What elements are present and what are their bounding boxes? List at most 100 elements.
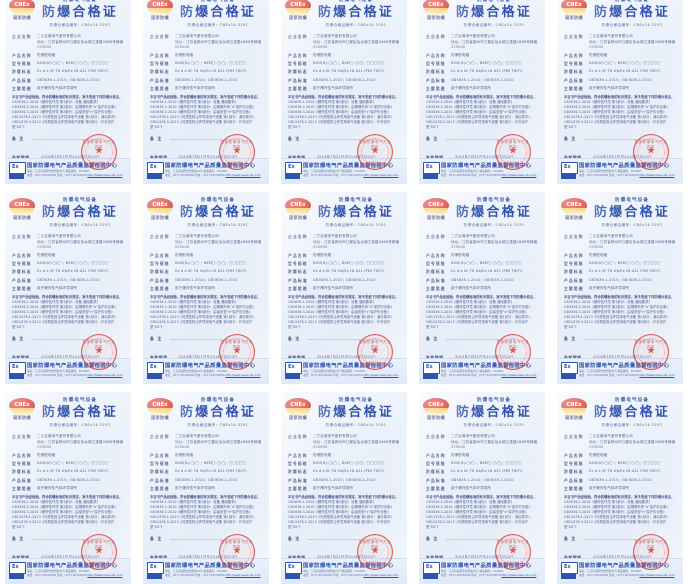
standard-line: GB12476.5-2013《可燃性粉尘环境用电气设备 第5部分：外壳保护型“t… [150,320,253,329]
cnex-logo-icon: CNEx 国家防爆 [561,397,587,423]
field-row: 防爆标志 Ex d e ⅡC T6 Gb/Ex tD A21 IP65 T80℃ [288,469,400,475]
remark-underline [170,338,240,340]
cnex-logo-icon: CNEx 国家防爆 [285,0,311,23]
standard-line: GB12476.1-2013《可燃性粉尘环境用电气设备 第1部分：通用要求》 [564,515,670,520]
remark-label: 备 注 [288,536,301,542]
certificate-header: CNEx 国家防爆 防爆电气设备 防爆合格证 防爆合格证编号：CNEx14.31… [419,192,545,232]
certificate-card[interactable]: CNEx 国家防爆 防爆电气设备 防爆合格证 防爆合格证编号：CNEx14.31… [143,392,269,584]
standard-line: GB3836.2-2010《爆炸性环境 第2部分：由隔爆外壳“d”保护的设备》 [12,505,118,510]
field-label: 防爆标志 [564,469,584,475]
field-row: 产品标准 GB3836.1-2010；GB3836.2-2010 [150,278,262,284]
cnex-logo-icon: CNEx 国家防爆 [561,0,587,23]
field-row: 防爆标志 Ex d e ⅡC T6 Gb/Ex tD A21 IP65 T80℃ [288,69,400,75]
standard-line: GB12476.1-2013《可燃性粉尘环境用电气设备 第1部分：通用要求》 [564,315,670,320]
field-row: 产品标准 GB3836.1-2010；GB3836.2-2010 [12,78,124,84]
field-row: 主要用途 用于爆炸性气体环境场所 [564,286,676,292]
field-value: 防爆配电箱 [589,452,608,457]
certificate-card[interactable]: CNEx 国家防爆 防爆电气设备 防爆合格证 防爆合格证编号：CNEx14.31… [143,192,269,384]
certificate-card[interactable]: CNEx 国家防爆 防爆电气设备 防爆合格证 防爆合格证编号：CNEx14.31… [419,0,545,184]
issuing-organization: 国家防爆电气产品质量监督检验中心 [579,163,670,169]
seal-star-icon: ★ [646,345,656,357]
field-label: 产品名称 [426,252,446,258]
seal-arc-top: 国家防爆电气产品质量 [220,539,254,549]
footer-contact: 电话：0377-63230000 传真：0377-63230056 http:/… [441,573,537,577]
footer-address: 地址：江苏省南阳市金碧路19号 邮政编码：473000 [441,170,504,173]
page-title: 防爆合格证 [317,405,394,420]
remark-row: 备 注 [557,130,683,142]
field-value: 防爆配电箱 [175,52,194,57]
field-value-line2: 地址：江苏省扬州市江都区仙女镇江淮路2888号邮编225000 [589,39,676,50]
seal-arc-bottom: 监督检验中心 [365,161,385,165]
field-value: Ex d e ⅡC T6 Gb/Ex tD A21 IP65 T80℃ [589,269,661,274]
certificate-card[interactable]: CNEx 国家防爆 防爆电气设备 防爆合格证 防爆合格证编号：CNEx14.31… [281,192,407,384]
footer-contact: 电话：0377-63230000 传真：0377-63230056 http:/… [165,573,261,577]
cnex-logo-icon: CNEx 国家防爆 [9,0,35,23]
certificate-card[interactable]: CNEx 国家防爆 防爆电气设备 防爆合格证 防爆合格证编号：CNEx14.31… [557,0,683,184]
official-red-seal: 国家防爆电气产品质量 ★ 监督检验中心 [495,134,531,170]
ex-mark-icon: Ex [423,162,440,179]
field-row: 型号规格 BXM(D)-□/□ ；BXM□-□/□；□□□□□ [150,461,262,467]
certificate-card[interactable]: CNEx 国家防爆 防爆电气设备 防爆合格证 防爆合格证编号：CNEx14.31… [419,392,545,584]
field-value: Ex d e ⅡC T6 Gb/Ex tD A21 IP65 T80℃ [451,269,523,274]
field-label: 型号规格 [288,261,308,267]
ex-mark-icon: Ex [9,362,26,379]
standards-paragraph: 本证书产品经检验，符合防爆标准的有关规定，准予发给下列防爆合格证。 GB3836.… [281,294,407,330]
cnex-logo-icon: CNEx 国家防爆 [9,197,35,223]
remark-label: 备 注 [426,136,439,142]
standard-line: GB12476.1-2013《可燃性粉尘环境用电气设备 第1部分：通用要求》 [12,115,118,120]
certificate-footer: Ex 国家防爆电气产品质量监督检验中心 地址：江苏省南阳市金碧路19号 邮政编码… [419,358,545,384]
field-label: 主要用途 [150,485,170,491]
field-label: 产品标准 [12,477,32,483]
cnex-logo-icon: CNEx 国家防爆 [423,397,449,423]
field-value: 防爆配电箱 [37,52,56,57]
standard-line: GB3836.3-2010《爆炸性环境 第3部分：由增安型“e”保护的设备》 [150,110,253,115]
field-row: 企业名称 二方会膜电气股份有限公司 地址：江苏省扬州市江都区仙女镇江淮路2888号邮… [150,434,262,451]
field-value: BXM(D)-□/□ ；BXM□-□/□；□□□□□ [451,61,523,66]
standard-line: GB3836.3-2010《爆炸性环境 第3部分：由增安型“e”保护的设备》 [288,510,391,515]
standard-line: GB3836.1-2010《爆炸性环境 第1部分：设备 通用要求》 [288,100,376,104]
certificate-number: 防爆合格证编号：CNEx14.3191 [463,23,525,27]
standard-line: GB3836.3-2010《爆炸性环境 第3部分：由增安型“e”保护的设备》 [288,310,391,315]
field-label: 产品名称 [288,252,308,258]
seal-arc-top: 国家防爆电气产品质量 [358,339,392,349]
field-row: 产品名称 防爆配电箱 [564,253,676,259]
field-value-line2: 地址：江苏省扬州市江都区仙女镇江淮路2888号邮编225000 [313,439,400,450]
certificate-card[interactable]: CNEx 国家防爆 防爆电气设备 防爆合格证 防爆合格证编号：CNEx14.31… [143,0,269,184]
field-row: 企业名称 二方会膜电气股份有限公司 地址：江苏省扬州市江都区仙女镇江淮路2888号邮… [150,34,262,51]
standard-line: GB12476.1-2013《可燃性粉尘环境用电气设备 第1部分：通用要求》 [12,315,118,320]
field-row: 主要用途 用于爆炸性气体环境场所 [426,286,538,292]
seal-arc-top: 国家防爆电气产品质量 [358,539,392,549]
remark-row: 备 注 [5,130,131,142]
standard-line: GB3836.1-2010《爆炸性环境 第1部分：设备 通用要求》 [150,100,238,104]
certificate-card[interactable]: CNEx 国家防爆 防爆电气设备 防爆合格证 防爆合格证编号：CNEx14.31… [5,192,131,384]
certificate-card[interactable]: CNEx 国家防爆 防爆电气设备 防爆合格证 防爆合格证编号：CNEx14.31… [281,392,407,584]
official-red-seal: 国家防爆电气产品质量 ★ 监督检验中心 [357,534,393,570]
certificate-card[interactable]: CNEx 国家防爆 防爆电气设备 防爆合格证 防爆合格证编号：CNEx14.31… [5,392,131,584]
ex-mark-icon: Ex [9,562,26,579]
date-row: 有效期限2014年7月21日至2018年7月20日 [288,355,400,361]
field-label: 防爆标志 [150,469,170,475]
field-label: 型号规格 [426,461,446,467]
header-subtitle: 防爆电气设备 [62,0,98,3]
standard-line: GB3836.1-2010《爆炸性环境 第1部分：设备 通用要求》 [288,500,376,504]
field-label: 产品名称 [564,452,584,458]
certificate-card[interactable]: CNEx 国家防爆 防爆电气设备 防爆合格证 防爆合格证编号：CNEx14.31… [557,192,683,384]
date-value: 2014年7月21日至2018年7月20日 [176,155,262,161]
field-value: 用于爆炸性气体环境场所 [175,485,216,490]
standard-line: GB12476.1-2013《可燃性粉尘环境用电气设备 第1部分：通用要求》 [150,515,256,520]
field-value-line2: 地址：江苏省扬州市江都区仙女镇江淮路2888号邮编225000 [313,39,400,50]
remark-row: 备 注 [143,530,269,542]
footer-address: 地址：江苏省南阳市金碧路19号 邮政编码：473000 [165,370,228,373]
standard-line: GB12476.5-2013《可燃性粉尘环境用电气设备 第5部分：外壳保护型“t… [288,320,391,329]
certificate-card[interactable]: CNEx 国家防爆 防爆电气设备 防爆合格证 防爆合格证编号：CNEx14.31… [557,392,683,584]
field-value: GB3836.1-2010；GB3836.2-2010 [313,277,376,282]
seal-star-icon: ★ [232,345,242,357]
certificate-card[interactable]: CNEx 国家防爆 防爆电气设备 防爆合格证 防爆合格证编号：CNEx14.31… [419,192,545,384]
certificate-card[interactable]: CNEx 国家防爆 防爆电气设备 防爆合格证 防爆合格证编号：CNEx14.31… [5,0,131,184]
field-row: 防爆标志 Ex d e ⅡC T6 Gb/Ex tD A21 IP65 T80℃ [12,69,124,75]
logo-subtitle: 国家防爆 [289,215,307,220]
official-red-seal: 国家防爆电气产品质量 ★ 监督检验中心 [495,534,531,570]
field-label: 防爆标志 [426,469,446,475]
field-row: 产品标准 GB3836.1-2010；GB3836.2-2010 [12,278,124,284]
certificate-card[interactable]: CNEx 国家防爆 防爆电气设备 防爆合格证 防爆合格证编号：CNEx14.31… [281,0,407,184]
